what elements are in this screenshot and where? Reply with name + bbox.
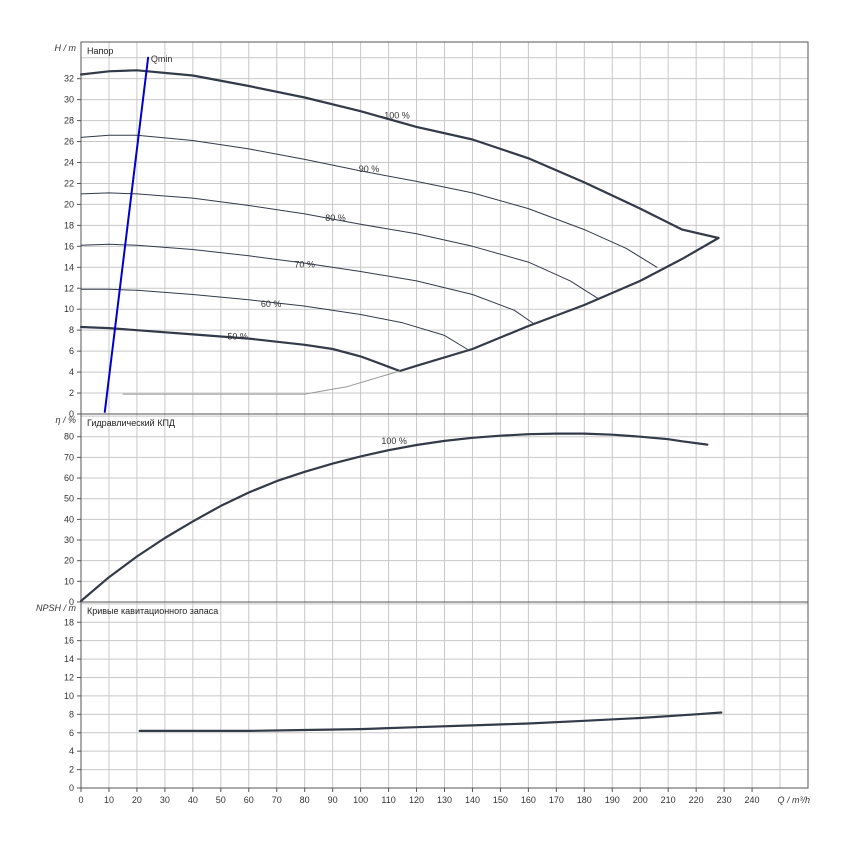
y-tick-label: 28 [64, 116, 74, 126]
y-tick-label: 18 [64, 617, 74, 627]
x-tick-label: 10 [104, 795, 114, 805]
x-tick-label: 210 [661, 795, 676, 805]
x-tick-label: 90 [328, 795, 338, 805]
y-tick-label: 16 [64, 636, 74, 646]
x-tick-label: 20 [132, 795, 142, 805]
series-label: 90 % [359, 164, 380, 174]
y-tick-label: 2 [69, 765, 74, 775]
y-tick-label: 18 [64, 220, 74, 230]
panel-npsh: 0 2 4 6 8 10 12 14 16 18 NPSH / m Кривые кавитацион… [36, 601, 810, 805]
y-tick-label: 80 [64, 432, 74, 442]
y-tick-label: 10 [64, 691, 74, 701]
x-tick-label: 40 [188, 795, 198, 805]
series-label: Qmin [151, 54, 173, 64]
x-tick-label: 120 [409, 795, 424, 805]
y-tick-label: 10 [64, 576, 74, 586]
y-tick-label: 50 [64, 494, 74, 504]
series-line-series-100-pct [79, 69, 720, 240]
x-tick-label: 0 [78, 795, 83, 805]
series-line-qmin-line [103, 56, 150, 413]
y-tick-label: 0 [69, 783, 74, 793]
series-label: 100 % [384, 110, 410, 120]
y-axis-label: NPSH / m [36, 603, 77, 613]
x-tick-label: 80 [300, 795, 310, 805]
x-axis-label: Q / m³/h [777, 795, 810, 805]
x-tick-label: 60 [244, 795, 254, 805]
panel-title: Гидравлический КПД [87, 418, 175, 428]
y-tick-label: 16 [64, 241, 74, 251]
series-label: 50 % [227, 332, 248, 342]
x-tick-label: 100 [353, 795, 368, 805]
y-tick-label: 6 [69, 728, 74, 738]
x-tick-label: 230 [717, 795, 732, 805]
y-tick-label: 10 [64, 304, 74, 314]
y-tick-label: 24 [64, 158, 74, 168]
panel-efficiency: 0 10 20 30 40 50 60 70 80 η / % Гидравлический КПД… [55, 413, 809, 607]
y-tick-label: 40 [64, 514, 74, 524]
series-label: 60 % [261, 299, 282, 309]
series-line-series-90-pct [80, 134, 658, 268]
x-tick-label: 200 [633, 795, 648, 805]
y-tick-label: 20 [64, 199, 74, 209]
y-tick-label: 8 [69, 709, 74, 719]
x-tick-label: 30 [160, 795, 170, 805]
y-tick-label: 26 [64, 137, 74, 147]
y-tick-label: 12 [64, 673, 74, 683]
y-tick-label: 30 [64, 535, 74, 545]
series-line-series-80-pct [80, 192, 599, 300]
y-axis-label: H / m [55, 43, 77, 53]
y-tick-label: 12 [64, 283, 74, 293]
grid-npsh [80, 602, 809, 789]
y-tick-label: 0 [69, 597, 74, 607]
y-tick-label: 2 [69, 388, 74, 398]
x-tick-label: 160 [521, 795, 536, 805]
y-tick-label: 60 [64, 473, 74, 483]
y-tick-label: 22 [64, 178, 74, 188]
series-line-series-60-pct [80, 288, 468, 350]
series-line-series-100-pct [79, 432, 709, 603]
series-line-series-50-pct [79, 325, 401, 373]
x-tick-label: 170 [549, 795, 564, 805]
x-tick-label: 190 [605, 795, 620, 805]
x-tick-label: 130 [437, 795, 452, 805]
x-tick-label: 140 [465, 795, 480, 805]
y-tick-label: 32 [64, 74, 74, 84]
x-tick-label: 150 [493, 795, 508, 805]
series-line-right-boundary [398, 236, 720, 373]
x-tick-label: 50 [216, 795, 226, 805]
series-line-series-70-pct [80, 243, 535, 325]
y-axis-label: η / % [55, 415, 76, 425]
y-tick-label: 6 [69, 346, 74, 356]
y-tick-label: 0 [69, 409, 74, 419]
series-label: 80 % [325, 213, 346, 223]
y-tick-label: 4 [69, 746, 74, 756]
y-tick-label: 14 [64, 262, 74, 272]
y-tick-label: 70 [64, 452, 74, 462]
series-line-series-0 [138, 711, 723, 732]
x-tick-label: 240 [745, 795, 760, 805]
x-tick-label: 220 [689, 795, 704, 805]
y-tick-label: 20 [64, 556, 74, 566]
y-tick-label: 30 [64, 95, 74, 105]
y-tick-label: 4 [69, 367, 74, 377]
x-tick-label: 110 [381, 795, 395, 805]
panel-title: Напор [87, 46, 113, 56]
y-tick-label: 8 [69, 325, 74, 335]
x-tick-label: 70 [272, 795, 282, 805]
panel-title: Кривые кавитационного запаса [87, 606, 218, 616]
x-tick-label: 180 [577, 795, 592, 805]
series-label: 100 % [381, 436, 407, 446]
grid-head [80, 42, 809, 415]
y-tick-label: 14 [64, 654, 74, 664]
series-line-thin-boundary [122, 370, 401, 395]
series-label: 70 % [294, 259, 315, 269]
grid-efficiency [80, 414, 809, 603]
